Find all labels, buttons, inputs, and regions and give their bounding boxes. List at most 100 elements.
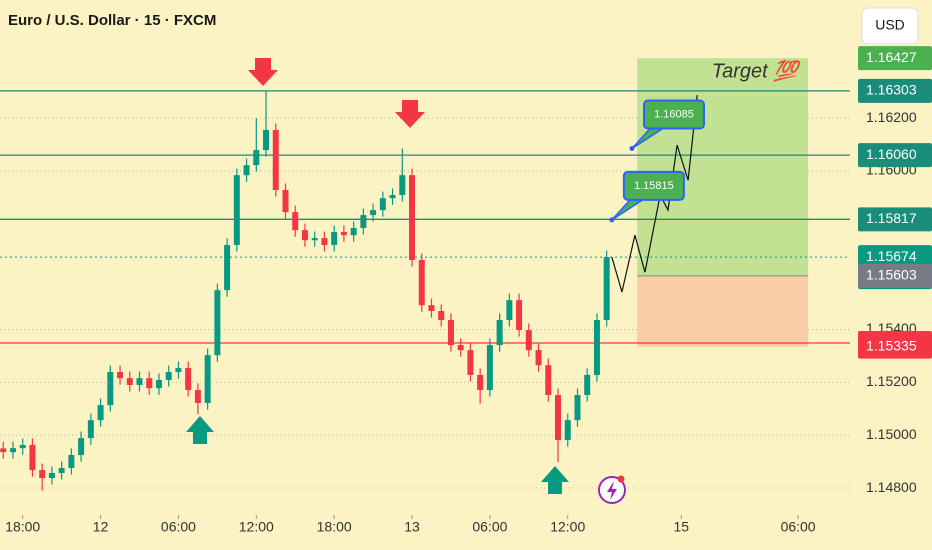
callout-anchor [629,146,635,152]
candle-body [175,368,182,373]
price-badge [858,334,932,359]
candle-body [399,175,406,196]
price-badge-label: 1.16060 [866,146,917,162]
profit-zone [637,58,809,276]
x-tick-label: 15 [674,519,690,535]
y-tick-label: 1.14800 [866,479,917,495]
y-tick-label: 1.15000 [866,426,917,442]
candle-body [525,330,532,351]
price-badge [858,263,932,288]
candle-body [331,232,338,245]
candle-body [340,232,347,236]
candle-body [350,228,357,236]
candle-body [545,365,552,396]
candle-body [360,215,367,229]
candle-body [272,130,279,190]
candle-body [486,345,493,391]
candle-body [136,378,143,385]
candle-body [233,175,240,245]
candle-body [243,165,250,176]
candle-body [39,470,46,479]
candle-body [204,355,211,403]
candle-body [253,150,260,166]
candle-body [555,395,562,440]
candle-body [48,472,55,479]
candle-body [58,467,65,473]
candle-body [263,130,270,151]
x-tick-label: 18:00 [317,519,352,535]
alert-dot [617,475,625,483]
candle-body [477,374,484,391]
candle-body [9,448,16,453]
candle-body [301,230,308,241]
candle-body [194,390,201,403]
candle-body [467,350,474,375]
candle-body [155,379,162,389]
callout-box [622,170,685,201]
y-tick-label: 1.16200 [866,109,917,125]
candle-body [584,374,591,396]
price-badge [858,143,932,168]
candle-body [214,290,221,356]
candle-body [87,420,94,439]
candle-body [409,175,416,261]
candle-body [564,420,571,440]
candle-body [311,238,318,241]
x-tick-label: 12:00 [550,519,585,535]
price-badge-label: 1.15603 [866,267,917,283]
candle-body [428,305,435,312]
loss-zone [637,275,809,347]
price-badge [858,207,932,232]
currency-label[interactable]: USD [875,17,905,33]
candle-body [379,198,386,211]
down-arrow [248,58,278,86]
candle-body [165,372,172,380]
candle-body [185,368,192,391]
candle-body [282,189,289,213]
price-badge [858,46,932,71]
candle-body [292,212,299,231]
x-tick-label: 06:00 [161,519,196,535]
candle-body [418,260,425,306]
candle-body [0,448,7,453]
x-tick-label: 18:00 [5,519,40,535]
x-tick-label: 12 [93,519,109,535]
price-badge-label: 1.16303 [866,82,917,98]
candle-body [146,378,153,389]
plot-area: 1.162001.160001.154001.152001.150001.148… [0,46,932,535]
up-arrow [541,466,569,494]
candle-body [574,395,581,421]
callout-label: 1.16085 [654,108,694,120]
candle-body [19,444,26,449]
up-arrow [186,416,214,444]
candle-body [535,350,542,366]
candle-body [126,378,133,385]
candle-body [593,319,600,375]
candle-body [506,300,513,320]
candle-body [370,210,377,216]
candle-body [224,244,231,291]
alert-bolt [607,481,617,500]
x-tick-label: 06:00 [781,519,816,535]
candle-body [29,444,36,471]
x-tick-label: 13 [404,519,420,535]
candle-body [447,319,454,346]
x-tick-label: 06:00 [472,519,507,535]
price-badge-label: 1.16427 [866,49,917,65]
candle-body [389,195,396,199]
candle-body [97,405,104,421]
candle-body [496,319,503,346]
candle-body [68,455,75,468]
candle-body [603,257,610,320]
candle-body [457,345,464,351]
candle-body [516,300,523,331]
x-tick-label: 12:00 [239,519,274,535]
currency-button[interactable] [861,7,919,45]
price-badge-label: 1.15817 [866,210,917,226]
chart-title: Euro / U.S. Dollar · 15 · FXCM [8,12,216,29]
candle-body [117,372,124,379]
y-tick-label: 1.15200 [866,373,917,389]
price-badge-label: 1.15335 [866,337,917,353]
